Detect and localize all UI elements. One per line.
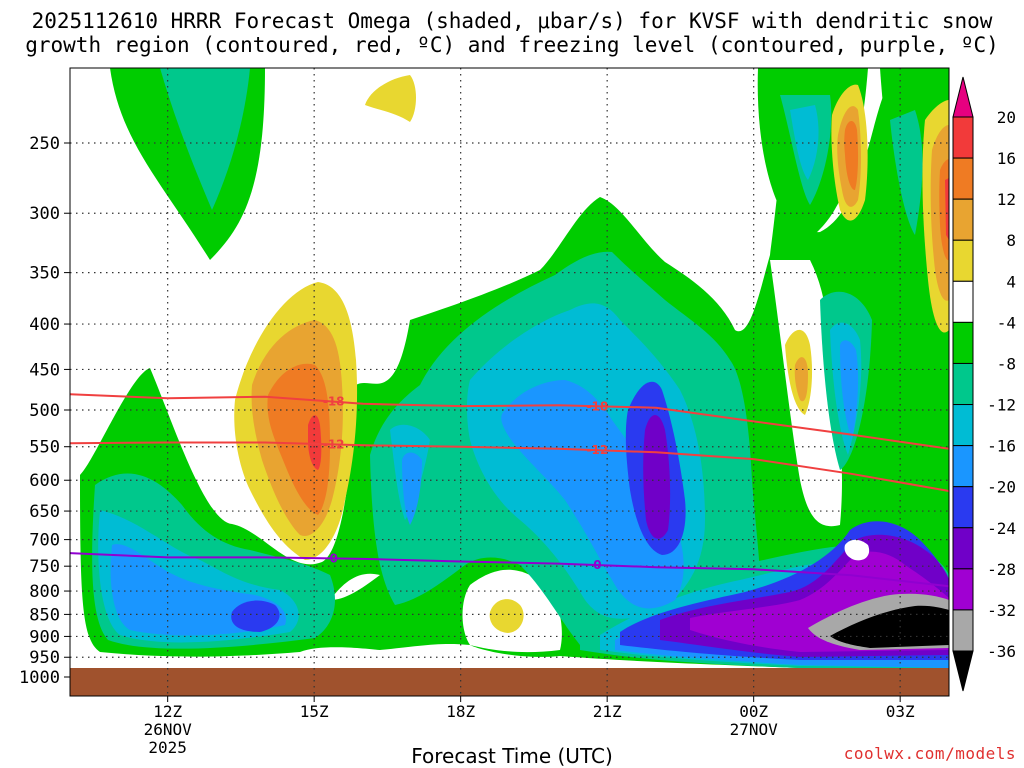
y-tick-label-250: 250 [29,134,60,154]
shade-neg16-center-a [402,452,422,525]
shade-pos16-a [308,415,322,470]
x-tick-label-15Z: 15Z [300,702,329,721]
colorbar-label-7: -12 [987,396,1016,415]
shade-neg16-right [840,340,859,440]
ground-below-surface [70,668,949,696]
colorbar-label-9: -20 [987,478,1016,497]
shade-white-pocket-4 [330,573,380,600]
y-tick-label-350: 350 [29,264,60,284]
x-axis-title: Forecast Time (UTC) [411,744,613,768]
x-tick-label-00Z: 00Z [739,702,768,721]
colorbar-bin-top [952,76,974,118]
x-tick-label-03Z: 03Z [886,702,915,721]
colorbar-label-1: 16 [997,149,1016,168]
x-tick-label-18Z: 18Z [446,702,475,721]
omega-shading [70,68,949,696]
y-tick-label-850: 850 [29,605,60,625]
y-tick-label-550: 550 [29,438,60,458]
shade-neg36-lowright [830,605,949,648]
colorbar-label-11: -28 [987,560,1016,579]
y-tick-label-600: 600 [29,471,60,491]
shade-white-pocket-1 [190,420,265,521]
colorbar-bin-1 [952,116,974,159]
y-tick-label-1000: 1000 [19,668,60,688]
colorbar-bin-bottom [952,650,974,692]
y-tick-label-400: 400 [29,315,60,335]
colorbar-label-6: -8 [997,354,1016,373]
y-tick-label-300: 300 [29,204,60,224]
colorbar-label-3: 8 [1006,231,1016,250]
colorbar-bin-13 [952,609,974,652]
y-tick-label-700: 700 [29,531,60,551]
y-tick-label-800: 800 [29,582,60,602]
contour-label-dendritic-top-1: -18 [587,399,609,413]
x-tick-date-12Z: 26NOV [144,720,193,739]
shade-white-cut [844,539,870,561]
contour-label-dendritic-bottom-0: -12 [323,437,345,451]
colorbar-label-4: 4 [1006,272,1016,291]
y-tick-label-650: 650 [29,502,60,522]
colorbar-label-10: -24 [987,519,1016,538]
omega-colorbar: 20 16 12 8 4 -4 -8 -12 -16 -20 -24 -28 -32 -36 [952,76,1016,692]
colorbar-bin-11 [952,527,974,570]
shade-pos4-c [489,599,524,633]
y-tick-label-750: 750 [29,557,60,577]
y-tick-label-450: 450 [29,360,60,380]
shade-pos4-b [365,75,416,122]
x-tick-year-12Z: 2025 [148,738,187,757]
contour-dendritic-bottom [69,441,950,492]
colorbar-label-13: -36 [987,642,1016,661]
x-tick-label-21Z: 21Z [593,702,622,721]
colorbar-bin-6 [952,321,974,364]
y-tick-label-900: 900 [29,627,60,647]
shade-pos12-b [844,121,859,190]
contour-label-dendritic-top-0: -18 [323,395,345,409]
temperature-contours: -18 -18 -12 -12 0 0 [69,393,950,588]
shade-neg8-top [160,68,250,210]
shade-pos8-d [794,357,808,402]
colorbar-bin-3 [952,198,974,241]
shade-neg24-center [643,415,671,539]
colorbar-label-5: -4 [997,313,1016,332]
colorbar-bin-4 [952,239,974,282]
shade-neg16-center-b [501,380,684,609]
plot-gridlines [70,68,949,696]
colorbar-label-0: 20 [997,108,1016,127]
x-tick-label-12Z: 12Z [153,702,182,721]
colorbar-bin-5 [952,280,974,323]
colorbar-bin-7 [952,362,974,406]
y-tick-label-500: 500 [29,401,60,421]
contour-label-freezing-level-0: 0 [330,551,338,565]
colorbar-bin-2 [952,157,974,200]
shade-neg12-right-top [790,105,819,180]
shade-pos16-b [945,178,949,240]
shade-neg8-far-right [890,110,923,235]
colorbar-bin-12 [952,568,974,611]
y-axis: 2503003504004505005506006507007508008509… [19,134,70,688]
x-tick-date-00Z: 27NOV [730,720,779,739]
plot-frame [69,67,950,697]
chart-title-line-1: 2025112610 HRRR Forecast Omega (shaded, … [31,9,993,33]
contour-label-dendritic-bottom-1: -12 [587,443,609,457]
credit-text[interactable]: coolwx.com/models [843,744,1016,763]
shade-neg20-left [231,600,280,632]
colorbar-label-2: 12 [997,190,1016,209]
colorbar-label-12: -32 [987,601,1016,620]
contour-freezing-level [69,552,950,588]
contour-label-freezing-level-1: 0 [593,558,601,572]
contour-dendritic-top [69,393,950,450]
colorbar-label-8: -16 [987,437,1016,456]
y-tick-label-950: 950 [29,648,60,668]
colorbar-bin-10 [952,486,974,529]
chart-title-line-2: growth region (contoured, red, ºC) and f… [25,33,999,57]
colorbar-bin-9 [952,445,974,488]
colorbar-bin-8 [952,404,974,447]
